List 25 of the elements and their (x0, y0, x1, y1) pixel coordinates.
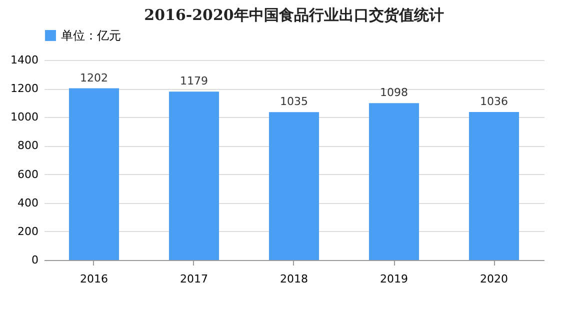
y-tick-label: 1400 (10, 54, 38, 66)
y-tick-label: 1000 (10, 110, 38, 124)
x-tick-label: 2017 (180, 272, 208, 286)
x-tick-label: 2020 (480, 272, 508, 286)
bar (369, 103, 419, 260)
y-tick-label: 200 (18, 224, 38, 238)
bar (469, 112, 519, 260)
data-label: 1179 (180, 74, 208, 88)
y-tick-label: 0 (32, 254, 38, 266)
data-label: 1098 (380, 86, 408, 100)
chart-title: 2016-2020年中国食品行业出口交货值统计 (144, 6, 444, 24)
bar (269, 112, 319, 260)
bar (69, 88, 119, 260)
data-label: 1036 (480, 95, 508, 108)
y-tick-label: 1200 (10, 82, 38, 96)
x-tick-label: 2016 (80, 272, 108, 286)
y-tick-label: 800 (18, 139, 38, 152)
bar (169, 92, 219, 260)
y-tick-label: 400 (18, 196, 38, 210)
y-tick-label: 600 (18, 168, 38, 181)
x-tick-label: 2018 (280, 272, 308, 286)
data-label: 1202 (80, 71, 108, 84)
data-label: 1035 (280, 95, 308, 108)
legend-label: 单位：亿元 (61, 28, 121, 42)
x-tick-label: 2019 (380, 272, 408, 286)
